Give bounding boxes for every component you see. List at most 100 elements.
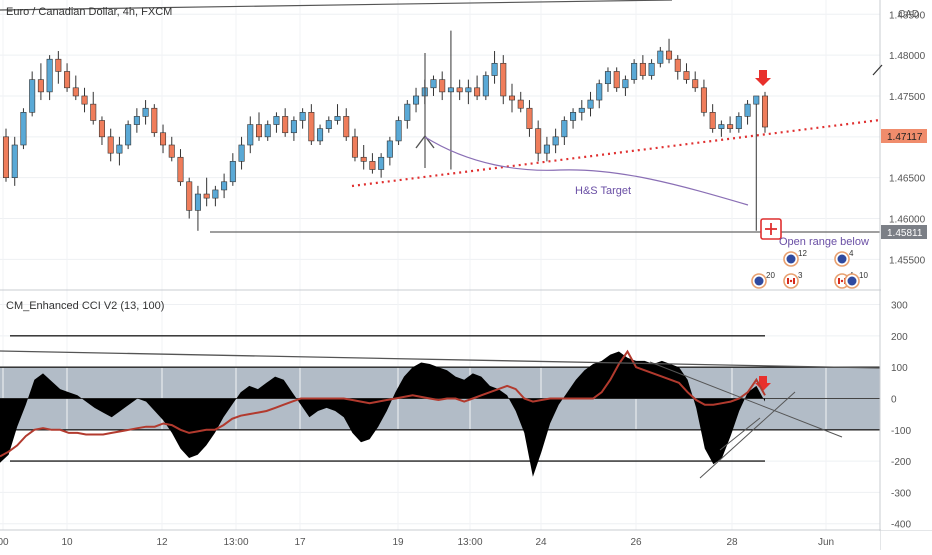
candle: [325, 116, 332, 133]
candle: [308, 104, 315, 145]
eu-flag-icon[interactable]: 4: [834, 249, 854, 267]
candlestick-series: [2, 30, 769, 231]
eu-flag-icon[interactable]: 10: [844, 271, 868, 289]
candle: [596, 79, 603, 109]
candle: [194, 185, 201, 231]
candle: [81, 87, 88, 113]
candle: [11, 136, 18, 186]
candle: [142, 100, 149, 125]
candle: [570, 108, 577, 129]
candle: [55, 51, 62, 84]
price-tick-label: 1.48000: [889, 51, 926, 62]
down-arrow-marker-cci: [755, 376, 771, 391]
candle: [622, 75, 629, 96]
candle: [430, 75, 437, 96]
candle: [264, 120, 271, 141]
candle: [273, 112, 280, 133]
time-tick-label: 12: [156, 537, 168, 548]
candle: [177, 149, 184, 186]
ca-flag-icon[interactable]: 3: [783, 271, 803, 289]
candle: [351, 128, 358, 162]
cci-tick-label: -100: [891, 426, 911, 437]
symbol-title[interactable]: Euro / Canadian Dollar, 4h, FXCM: [6, 6, 172, 18]
time-scale[interactable]: [0, 531, 880, 550]
candle: [761, 91, 769, 133]
time-scale-ticks: 00 10 12 13:00 17 19 13:00 24 26 28 Jun: [0, 537, 834, 548]
candle: [631, 59, 638, 84]
price-tick-label: 1.46500: [889, 174, 926, 185]
indicator-title[interactable]: CM_Enhanced CCI V2 (13, 100): [6, 300, 164, 312]
candle: [727, 116, 734, 133]
cci-tick-label: 100: [891, 363, 908, 374]
candle: [160, 124, 167, 154]
candle: [29, 71, 36, 117]
hs-measure-arrowhead: [415, 134, 435, 149]
hs-target-curve[interactable]: [424, 136, 749, 206]
candle: [64, 63, 71, 92]
price-scale[interactable]: [881, 0, 932, 530]
time-tick-label: Jun: [818, 537, 834, 548]
candle: [674, 55, 681, 80]
candle: [221, 173, 228, 199]
candle: [526, 100, 533, 137]
candle: [212, 185, 219, 207]
svg-text:1.47117: 1.47117: [887, 132, 923, 143]
candle: [98, 116, 105, 145]
upper-trendline[interactable]: [0, 0, 673, 11]
time-tick-label: 26: [630, 537, 642, 548]
cci-tick-label: 200: [891, 332, 908, 343]
candle: [718, 120, 725, 137]
candle: [700, 79, 707, 117]
candle: [500, 55, 507, 105]
cci-tick-label: -300: [891, 488, 911, 499]
candle: [543, 136, 550, 162]
economic-events: 203124410: [751, 249, 868, 289]
candle: [116, 136, 123, 166]
candle: [369, 153, 376, 174]
candle: [692, 71, 699, 92]
candle: [125, 120, 132, 150]
svg-text:1.45811: 1.45811: [887, 228, 923, 239]
candle: [395, 116, 402, 145]
cci-area: [0, 351, 765, 477]
candle: [90, 91, 97, 125]
candle: [290, 116, 297, 141]
candle: [343, 108, 350, 141]
candle: [238, 136, 245, 170]
candle: [552, 128, 559, 154]
candle: [709, 104, 716, 133]
candle: [186, 177, 193, 219]
time-tick-label: 28: [726, 537, 738, 548]
eu-flag-icon[interactable]: 20: [751, 271, 775, 289]
cci-tick-label: -400: [891, 520, 911, 531]
event-count: 3: [798, 271, 803, 280]
candle: [587, 91, 594, 117]
candle: [604, 67, 611, 92]
event-count: 4: [849, 249, 854, 258]
time-tick-label: 17: [294, 537, 306, 548]
cci-support-trendline[interactable]: [699, 391, 796, 479]
cci-tick-label: 0: [891, 394, 897, 405]
cci-trendline-2[interactable]: [649, 361, 843, 438]
cci-descending-trendline[interactable]: [0, 350, 881, 369]
support-price-badge: [881, 225, 927, 239]
price-tick-label: 1.45500: [889, 255, 926, 266]
current-price-badge: [881, 129, 927, 143]
candle: [247, 116, 254, 154]
candle: [360, 145, 367, 170]
candle: [20, 108, 27, 150]
candle: [465, 79, 472, 105]
eu-flag-icon[interactable]: 12: [783, 249, 807, 267]
event-count: 10: [859, 271, 868, 280]
candle: [517, 91, 524, 113]
candle: [744, 100, 751, 125]
candle: [639, 55, 646, 80]
candle: [439, 71, 446, 101]
candle: [255, 112, 263, 141]
candle: [508, 83, 516, 113]
currency-label: CAD: [898, 9, 919, 20]
time-tick-label: 24: [535, 537, 547, 548]
candle: [107, 128, 114, 162]
